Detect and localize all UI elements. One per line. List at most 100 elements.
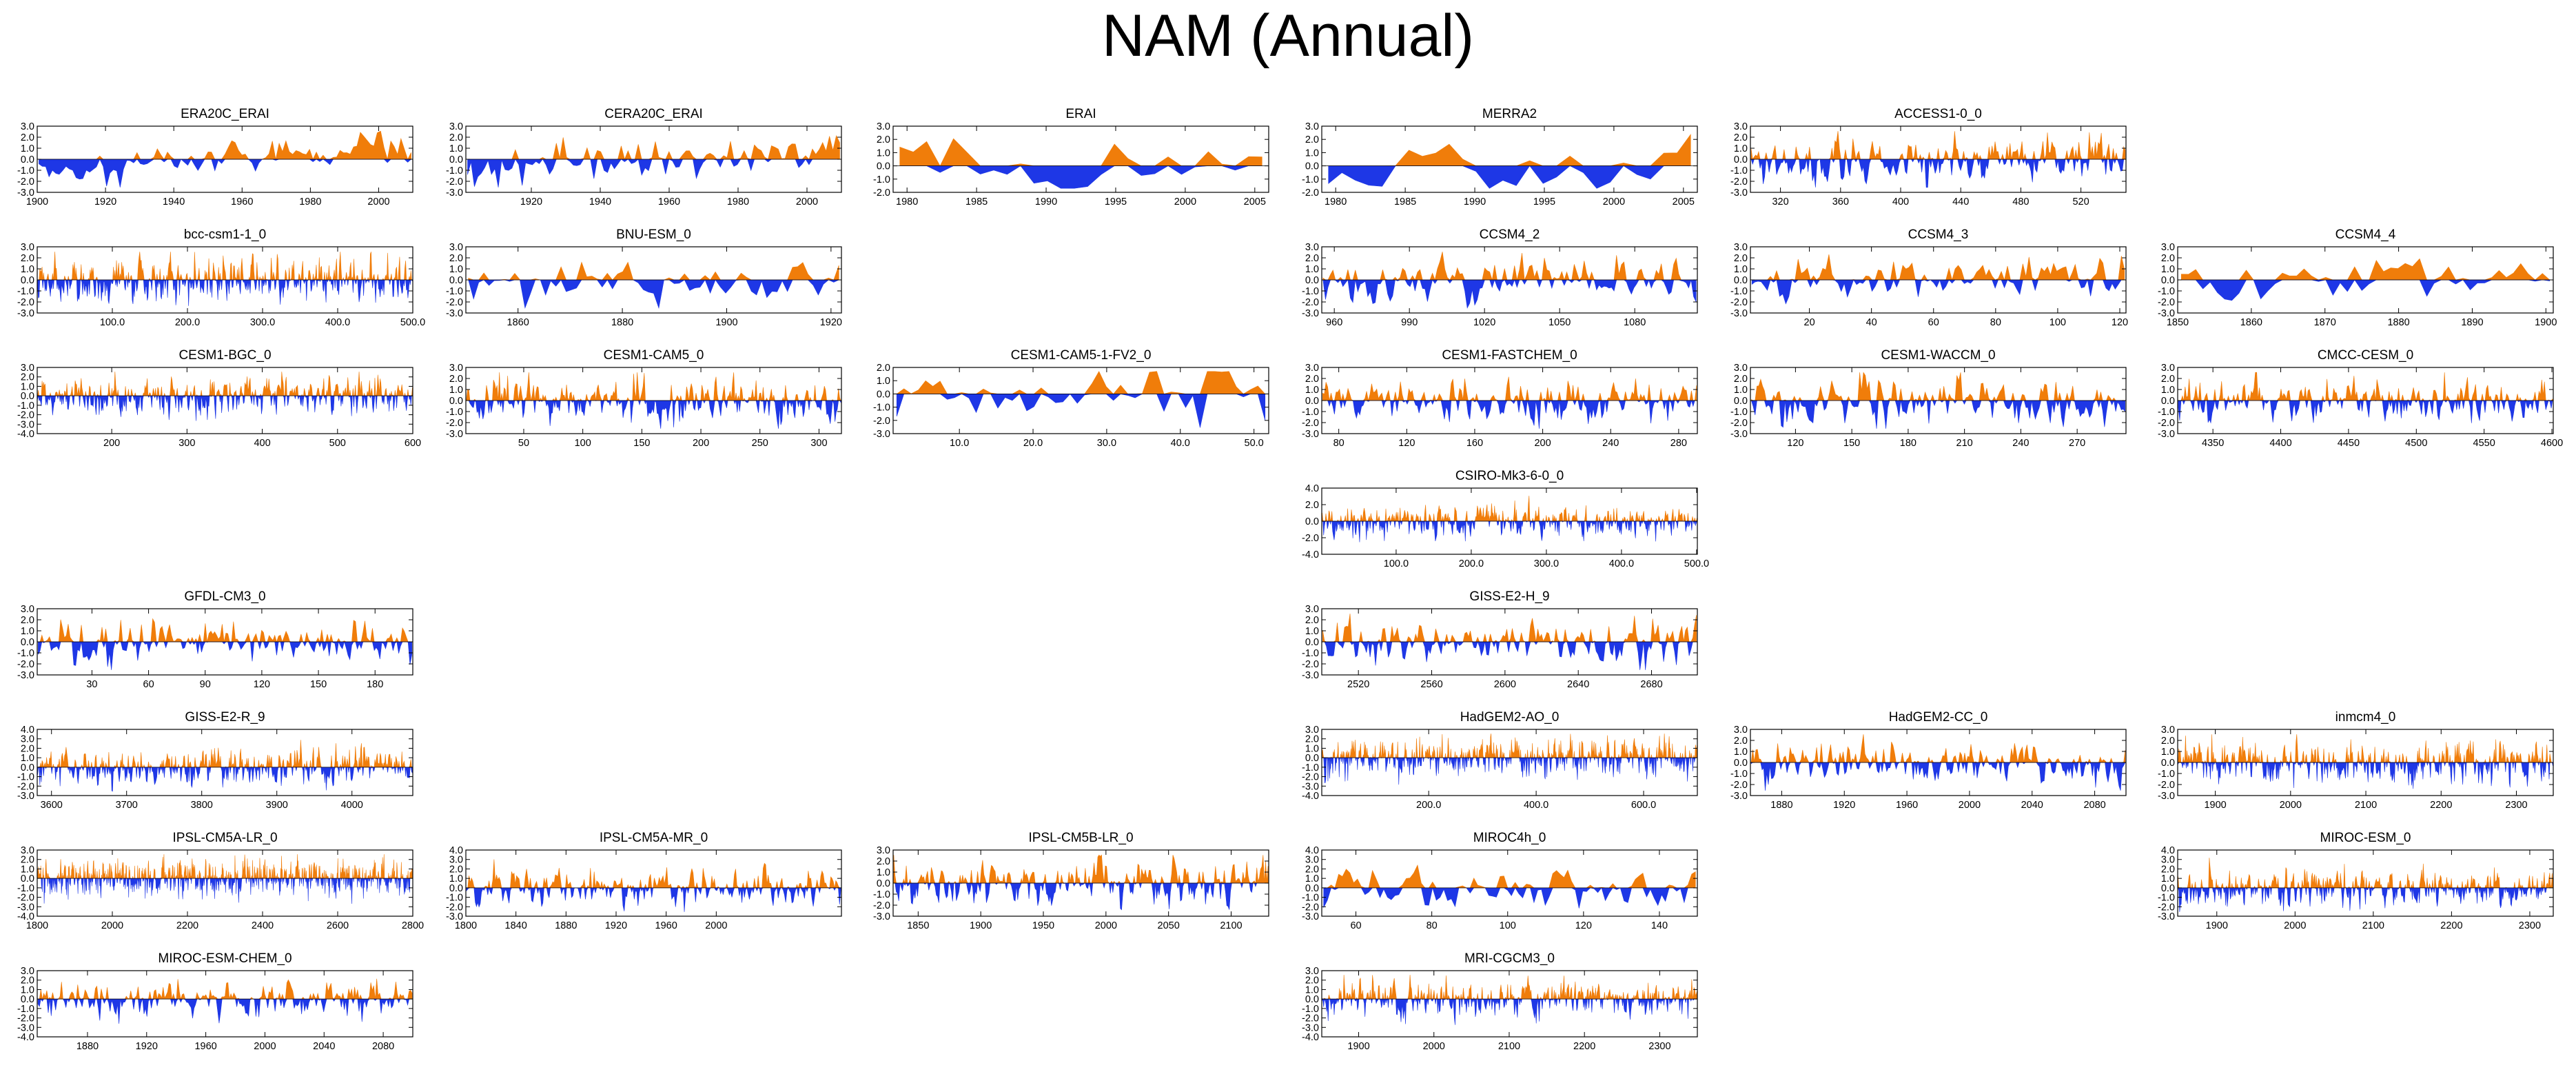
- y-tick-label: -2.0: [17, 176, 34, 188]
- y-tick-label: 1.0: [1305, 264, 1319, 275]
- chart-svg: 3.02.01.00.0-1.0-2.0-3.0 120 150 180 210 240 2…: [1730, 363, 2127, 449]
- x-tick-label: 3700: [116, 800, 138, 811]
- plot-frame: [1321, 729, 1698, 796]
- y-tick-label: 3.0: [21, 966, 34, 977]
- x-tick-label: 1850: [907, 920, 929, 931]
- x-tick-label: 2680: [1640, 679, 1662, 690]
- y-tick-label: 2.0: [2161, 736, 2175, 747]
- y-tick-label: -1.0: [873, 889, 890, 900]
- x-tick-label: 1940: [589, 196, 611, 208]
- x-tick-label: 200: [1534, 438, 1551, 449]
- x-tick-label: 2000: [1174, 196, 1196, 208]
- y-tick-label: -3.0: [446, 911, 463, 922]
- y-tick-label: 3.0: [1305, 121, 1319, 132]
- y-tick-label: -2.0: [2158, 902, 2175, 913]
- negative-area: [1322, 757, 1698, 785]
- chart-svg: 3.02.01.00.0-1.0-2.0-3.0-4.0 200.0 400.0 60…: [1302, 725, 1698, 811]
- x-tick-label: 3600: [41, 800, 63, 811]
- chart-svg: 3.0 2.0 1.0 0.0 -1.0 -2.0 1980 1985 1990 1995 2000…: [873, 121, 1269, 208]
- y-tick-label: 1.0: [1734, 143, 1748, 154]
- y-tick-label: 1.0: [449, 264, 463, 275]
- chart-panel: MIROC-ESM-CHEM_0 3.0 2.0 1.0 0.0 -1.0 -2.0 -3.0…: [3, 951, 430, 1072]
- y-tick-label: -3.0: [1730, 188, 1748, 199]
- chart-panel: CCSM4_4 3.0 2.0 1.0 0.0 -1.0 -2.0 -3.0 1850 1860 1…: [2143, 227, 2570, 348]
- y-tick-label: 1.0: [1734, 385, 1748, 396]
- x-tick-label: 600: [405, 438, 421, 449]
- chart-panel: CSIRO-Mk3-6-0_0 4.0 2.0 0.0 -2.0 -4.0 100.0 200…: [1287, 469, 1715, 589]
- chart-svg: 3.02.01.00.0-1.0-2.0-3.0 1900 2000 2100 2200…: [2158, 725, 2554, 811]
- y-tick-label: -2.0: [1730, 780, 1748, 791]
- y-tick-label: 0.0: [1734, 758, 1748, 769]
- y-tick-label: -3.0: [2158, 429, 2175, 440]
- y-tick-label: -3.0: [1302, 1022, 1319, 1033]
- positive-area: [39, 130, 411, 160]
- y-tick-label: 3.0: [21, 363, 34, 374]
- y-tick-label: 1.0: [21, 143, 34, 154]
- x-tick-label: 400: [1892, 196, 1909, 208]
- y-tick-label: -1.0: [446, 165, 463, 176]
- x-tick-label: 2800: [402, 920, 424, 931]
- chart-panel: inmcm4_0 3.0 2.0 1.0 0.0 -1.0 -2.0 -3.0 1900 2000…: [2143, 710, 2570, 831]
- chart-svg: 3.02.01.00.0-1.0-2.0-3.0 320 360 400 440 480 5…: [1730, 121, 2127, 208]
- negative-area: [1322, 279, 1697, 309]
- chart-svg: 3.02.01.00.0-1.0-2.0-3.0 1880 1920 1960 2000…: [1730, 725, 2127, 811]
- x-tick-label: 1985: [1394, 196, 1416, 208]
- x-tick-label: 2000: [796, 196, 818, 208]
- plot-frame: [37, 729, 413, 796]
- y-tick-label: -1.0: [1302, 174, 1319, 185]
- x-tick-label: 60: [143, 679, 154, 690]
- y-tick-label: 0.0: [2161, 275, 2175, 286]
- y-tick-label: 2.0: [449, 864, 463, 875]
- x-tick-label: 1900: [715, 317, 737, 328]
- y-tick-label: -1.0: [446, 893, 463, 904]
- x-tick-label: 80: [1990, 317, 2001, 328]
- y-tick-label: 0.0: [21, 994, 34, 1005]
- x-tick-label: 2600: [327, 920, 349, 931]
- chart-svg: 4.03.02.01.00.0-1.0-2.0-3.0 60 80 100 120 140: [1302, 845, 1698, 931]
- positive-area: [466, 372, 841, 402]
- chart-svg: 3.02.01.00.0-1.0-2.0-3.0 1920 1940 1960 1980…: [446, 121, 842, 208]
- y-tick-label: -3.0: [446, 429, 463, 440]
- y-tick-label: -2.0: [2158, 418, 2175, 429]
- x-tick-label: 60: [1928, 317, 1939, 328]
- y-tick-label: 1.0: [2161, 264, 2175, 275]
- y-tick-label: 1.0: [1734, 264, 1748, 275]
- x-tick-label: 200.0: [1459, 558, 1484, 569]
- y-tick-label: -2.0: [17, 781, 34, 792]
- x-tick-label: 4450: [2338, 438, 2360, 449]
- y-tick-label: 2.0: [21, 372, 34, 383]
- y-tick-label: 1.0: [877, 148, 890, 159]
- x-tick-label: 500.0: [400, 317, 425, 328]
- plot-frame: [2177, 849, 2554, 917]
- negative-area: [1322, 640, 1697, 670]
- y-tick-label: -2.0: [446, 176, 463, 188]
- panel-title: MRI-CGCM3_0: [1464, 951, 1555, 966]
- y-tick-label: 3.0: [2161, 855, 2175, 866]
- y-tick-label: 2.0: [877, 134, 890, 145]
- y-tick-label: 2.0: [1734, 132, 1748, 143]
- y-tick-label: 2.0: [1305, 734, 1319, 745]
- chart-panel: GISS-E2-H_9 3.0 2.0 1.0 0.0 -1.0 -2.0 -3.0 2520 2…: [1287, 589, 1715, 710]
- plot-frame: [37, 970, 413, 1038]
- y-tick-label: -3.0: [1730, 791, 1748, 802]
- negative-area: [1328, 165, 1691, 189]
- y-tick-label: -1.0: [1302, 1004, 1319, 1015]
- x-tick-label: 1990: [1464, 196, 1486, 208]
- y-tick-label: 3.0: [877, 121, 890, 132]
- chart-svg: 3.02.01.00.0-1.0-2.0-3.0-4.0 200 300 400 500…: [17, 363, 421, 449]
- x-tick-label: 2100: [2355, 800, 2377, 811]
- y-tick-label: 2.0: [877, 363, 890, 374]
- x-tick-label: 200: [693, 438, 709, 449]
- x-tick-label: 20.0: [1023, 438, 1043, 449]
- y-tick-label: 0.0: [1734, 396, 1748, 407]
- y-tick-label: 0.0: [1734, 154, 1748, 165]
- x-tick-label: 1920: [605, 920, 627, 931]
- y-tick-label: 0.0: [1305, 275, 1319, 286]
- x-tick-label: 520: [2072, 196, 2089, 208]
- x-tick-label: 100.0: [1384, 558, 1409, 569]
- positive-area: [37, 372, 413, 397]
- x-tick-label: 4400: [2269, 438, 2291, 449]
- x-tick-label: 1920: [520, 196, 542, 208]
- negative-area: [899, 165, 1263, 189]
